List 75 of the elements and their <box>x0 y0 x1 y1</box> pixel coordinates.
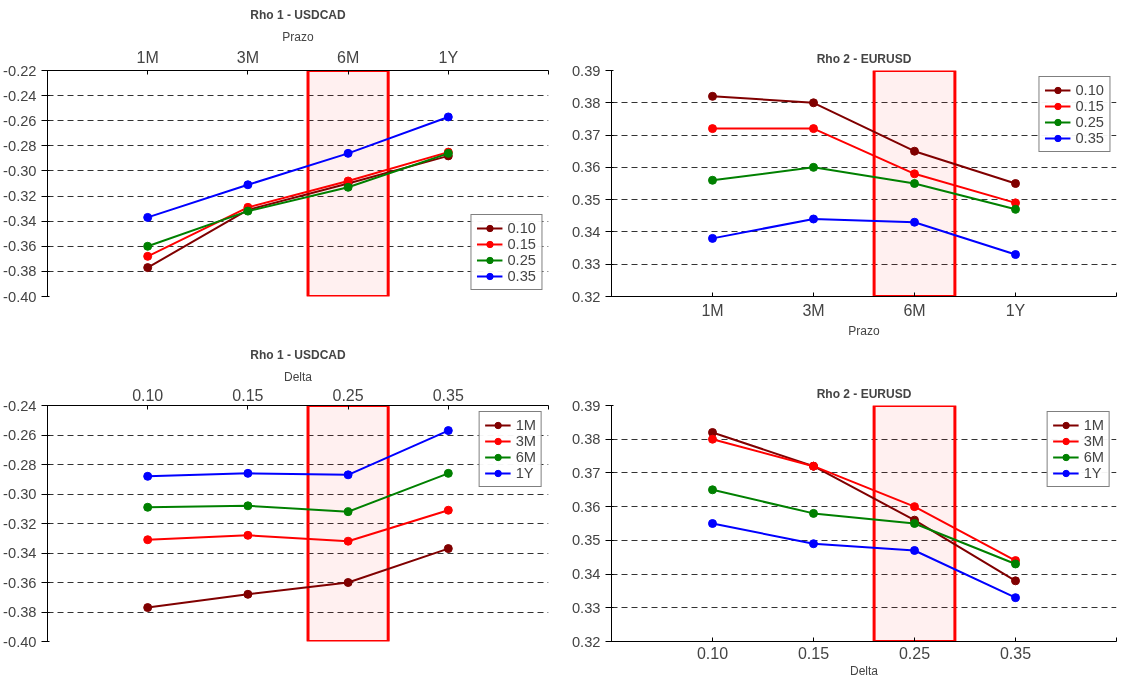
chart-title: Rho 2 - EURUSD <box>816 51 912 66</box>
y-tick-label: -0.38 <box>3 263 37 280</box>
x-tick-label: 0.15 <box>232 386 264 404</box>
legend-label: 6M <box>515 449 536 465</box>
y-tick-label: -0.26 <box>3 427 37 443</box>
y-tick-label: 0.36 <box>571 159 601 176</box>
y-tick-label: -0.40 <box>3 288 37 305</box>
legend-label: 6M <box>1083 449 1104 465</box>
y-tick-label: -0.38 <box>3 604 37 620</box>
legend-label: 1Y <box>1083 465 1103 481</box>
y-tick-label: -0.28 <box>3 456 37 473</box>
y-tick-label: -0.32 <box>3 188 37 205</box>
y-tick-label: -0.30 <box>3 486 37 502</box>
legend-label: 0.35 <box>1075 130 1104 146</box>
chart-title: Rho 1 - USDCAD <box>250 347 346 362</box>
y-tick-label: 0.36 <box>571 498 601 515</box>
y-tick-label: -0.36 <box>3 238 37 255</box>
x-tick-label: 1M <box>136 48 159 66</box>
y-tick-label: 0.37 <box>571 127 601 144</box>
y-tick-label: -0.24 <box>3 87 37 104</box>
y-tick-label: 0.35 <box>571 532 601 549</box>
x-axis-title: Prazo <box>848 323 880 338</box>
x-tick-label: 0.25 <box>332 386 364 404</box>
legend-label: 3M <box>1083 433 1104 449</box>
y-tick-label: 0.32 <box>571 288 601 305</box>
y-tick-label: 0.35 <box>571 191 601 208</box>
x-axis-title: Delta <box>849 663 879 678</box>
y-tick-label: -0.24 <box>3 397 37 414</box>
y-tick-label: -0.22 <box>3 62 37 79</box>
y-tick-label: -0.28 <box>3 137 37 154</box>
legend-label: 0.25 <box>507 252 536 268</box>
x-tick-label: 0.10 <box>132 386 164 404</box>
y-tick-label: -0.40 <box>3 633 37 650</box>
y-tick-label: 0.38 <box>571 431 601 448</box>
x-tick-label: 1Y <box>1005 301 1026 319</box>
x-tick-label: 0.25 <box>898 644 931 662</box>
x-tick-label: 0.10 <box>696 644 729 662</box>
x-tick-label: 0.35 <box>432 386 464 404</box>
x-tick-label: 1Y <box>438 48 459 66</box>
y-tick-label: 0.37 <box>571 464 601 481</box>
y-tick-label: 0.34 <box>571 566 601 583</box>
x-axis-title: Delta <box>283 369 313 384</box>
y-tick-label: 0.34 <box>571 223 601 240</box>
y-tick-label: -0.26 <box>3 112 37 129</box>
legend-label: 0.10 <box>1075 82 1104 98</box>
y-tick-label: 0.32 <box>571 633 601 650</box>
y-tick-label: 0.39 <box>571 62 601 79</box>
y-tick-label: -0.34 <box>3 545 37 561</box>
y-tick-label: -0.34 <box>3 213 37 230</box>
y-tick-label: 0.39 <box>571 397 601 414</box>
y-tick-label: 0.33 <box>571 599 601 616</box>
x-tick-label: 0.35 <box>999 644 1032 662</box>
y-tick-label: -0.36 <box>3 574 37 591</box>
legend-label: 1M <box>1083 417 1104 433</box>
x-tick-label: 6M <box>903 301 926 319</box>
x-tick-label: 6M <box>336 48 360 66</box>
y-tick-label: 0.33 <box>571 256 601 273</box>
chart-title: Rho 2 - EURUSD <box>816 386 912 401</box>
y-tick-label: 0.38 <box>571 94 601 111</box>
y-tick-label: -0.32 <box>3 515 37 532</box>
legend-label: 0.35 <box>507 268 536 284</box>
x-tick-label: 3M <box>802 301 825 319</box>
legend-label: 1M <box>515 417 536 433</box>
legend-label: 3M <box>515 433 536 449</box>
legend-label: 0.15 <box>507 236 536 252</box>
legend-label: 0.15 <box>1075 98 1104 114</box>
y-tick-label: -0.30 <box>3 162 37 179</box>
x-tick-label: 1M <box>701 301 724 319</box>
legend-label: 0.10 <box>507 220 536 236</box>
legend-label: 1Y <box>515 465 535 481</box>
x-tick-label: 0.15 <box>797 644 830 662</box>
chart-title: Rho 1 - USDCAD <box>250 7 346 22</box>
legend-label: 0.25 <box>1075 114 1104 130</box>
x-tick-label: 3M <box>236 48 260 66</box>
x-axis-title: Prazo <box>282 29 314 44</box>
